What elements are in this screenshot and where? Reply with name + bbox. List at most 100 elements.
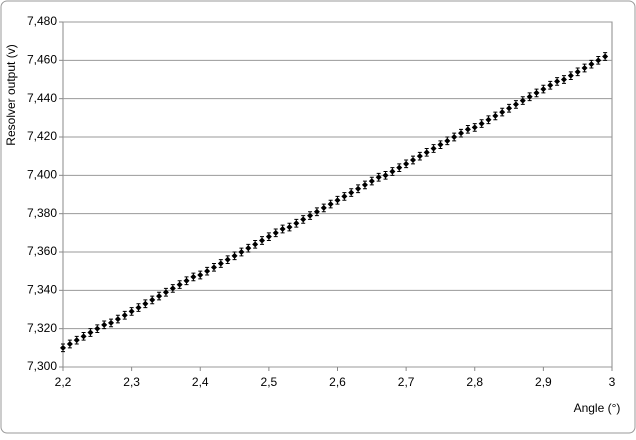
data-point [430, 145, 437, 152]
data-point [149, 296, 156, 303]
data-point [464, 126, 471, 133]
data-point [581, 65, 588, 71]
data-point [320, 204, 327, 211]
data-point [506, 105, 513, 112]
y-tick-label: 7,400 [27, 168, 57, 182]
data-point [114, 316, 121, 323]
data-point [169, 285, 176, 292]
data-point [341, 193, 348, 200]
data-point [327, 201, 334, 208]
data-point [403, 160, 410, 167]
data-point [101, 321, 108, 328]
data-point [252, 241, 259, 248]
data-point [499, 109, 506, 116]
data-point [458, 130, 465, 137]
data-point [272, 229, 279, 236]
data-point [183, 277, 190, 284]
x-tick-label: 3 [609, 375, 616, 389]
x-tick-label: 2,7 [398, 375, 415, 389]
data-point [471, 124, 478, 131]
data-point [231, 252, 238, 259]
data-point [73, 337, 80, 344]
data-point [355, 185, 362, 192]
data-point [554, 78, 561, 85]
y-tick-label: 7,440 [27, 91, 57, 105]
data-point [334, 197, 341, 204]
data-point [361, 181, 368, 188]
data-point [293, 220, 300, 227]
data-point [382, 172, 389, 179]
x-tick-label: 2,5 [261, 375, 278, 389]
x-tick-label: 2,3 [123, 375, 140, 389]
data-point [66, 341, 73, 347]
data-point [176, 281, 183, 288]
data-point [492, 112, 499, 119]
data-point [60, 344, 66, 351]
data-point [108, 319, 115, 326]
data-point [265, 233, 272, 240]
data-point [595, 57, 602, 64]
data-point [162, 289, 169, 296]
data-point [121, 312, 128, 319]
data-point [348, 189, 355, 196]
x-tick-label: 2,9 [535, 375, 552, 389]
data-point [80, 333, 87, 340]
data-point [197, 272, 204, 278]
y-axis-label: Resolver output (v) [4, 44, 18, 145]
y-tick-label: 7,300 [27, 359, 57, 373]
data-point [87, 329, 94, 336]
x-tick-label: 2,4 [192, 375, 209, 389]
data-point [375, 174, 382, 181]
data-point [437, 141, 444, 148]
data-point [313, 208, 320, 215]
data-point [300, 216, 307, 223]
data-point [307, 212, 314, 219]
data-point [423, 149, 430, 156]
data-point [286, 224, 293, 231]
x-tick-label: 2,2 [55, 375, 72, 389]
data-point [224, 256, 231, 263]
data-point [389, 168, 396, 175]
data-point [238, 249, 245, 255]
data-point [512, 101, 519, 108]
data-point [396, 164, 403, 171]
data-point [128, 308, 135, 315]
data-point [279, 226, 286, 232]
data-point [156, 293, 163, 300]
data-point [547, 82, 554, 89]
data-point [135, 304, 142, 311]
data-point [602, 53, 609, 60]
data-point [519, 97, 526, 104]
x-tick-label: 2,6 [329, 375, 346, 389]
data-point [368, 178, 375, 185]
data-point [526, 93, 533, 100]
y-tick-label: 7,380 [27, 206, 57, 220]
plot-area [62, 21, 613, 368]
data-point [533, 89, 540, 96]
data-point [574, 68, 581, 75]
y-tick-label: 7,360 [27, 244, 57, 258]
x-tick-label: 2,8 [466, 375, 483, 389]
data-point [444, 137, 451, 144]
data-point [217, 260, 224, 267]
y-tick-label: 7,420 [27, 129, 57, 143]
y-tick-label: 7,320 [27, 321, 57, 335]
data-point [478, 120, 485, 127]
data-point [210, 264, 217, 271]
y-tick-label: 7,480 [27, 14, 57, 28]
x-axis-label: Angle (°) [574, 401, 621, 415]
data-point [451, 134, 458, 140]
data-point [245, 245, 252, 252]
data-point [560, 76, 567, 83]
data-point [259, 237, 266, 244]
y-tick-label: 7,460 [27, 53, 57, 67]
data-point [540, 86, 547, 93]
data-point [485, 116, 492, 123]
data-point [588, 61, 595, 68]
data-point [142, 300, 149, 307]
y-tick-label: 7,340 [27, 283, 57, 297]
data-point [416, 153, 423, 160]
data-point [204, 268, 211, 275]
data-point [190, 273, 197, 280]
